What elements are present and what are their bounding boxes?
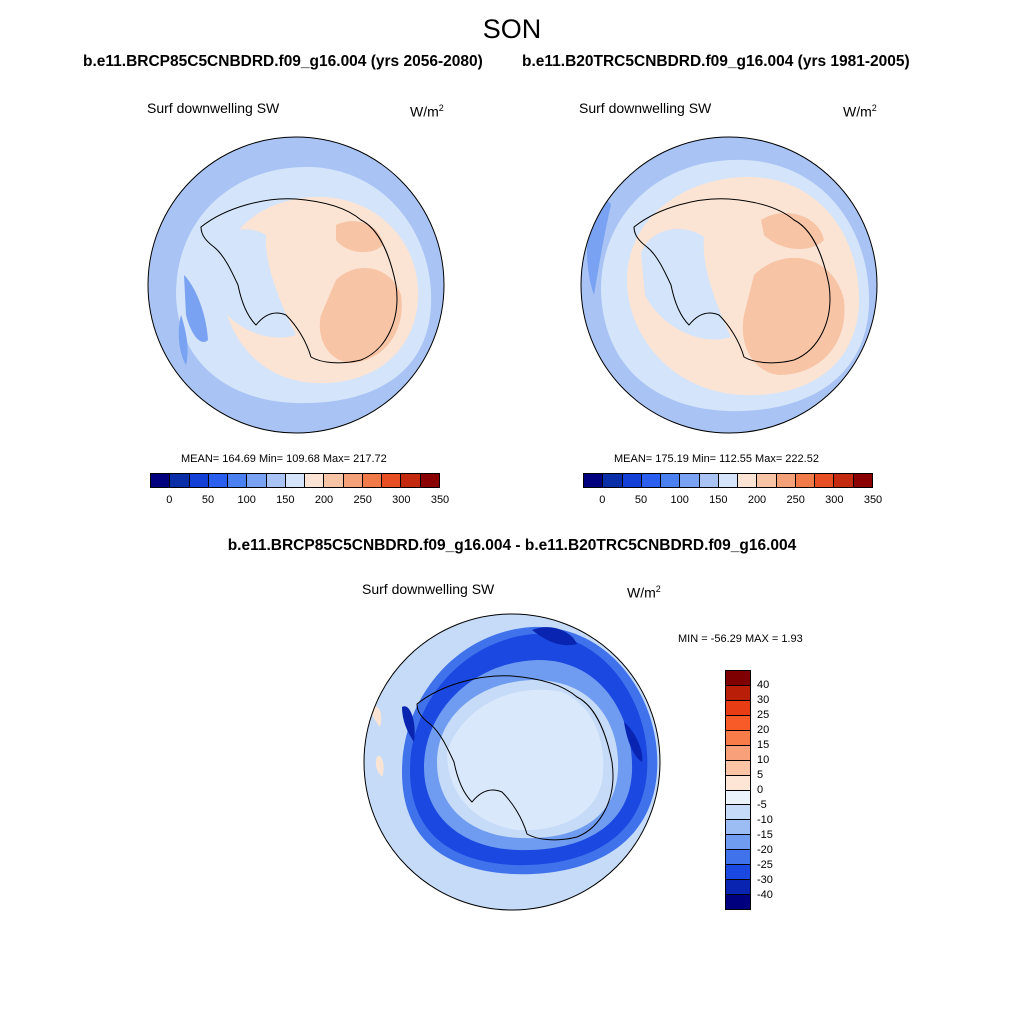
- panel2-colorbar-box: [815, 474, 835, 487]
- panel2-colorbar-box: [603, 474, 623, 487]
- panel1-colorbar-box: [189, 474, 209, 487]
- diff-colorbar-box: [726, 865, 750, 881]
- diff-colorbar-tick-label: 0: [757, 784, 764, 796]
- diff-colorbar-tick-label: 5: [757, 769, 764, 781]
- panel1-variable-label: Surf downwelling SW: [147, 100, 280, 116]
- polar-map-historical: [580, 136, 878, 434]
- panel2-colorbar-box: [718, 474, 739, 487]
- panel1-colorbar: [150, 473, 440, 488]
- diff-title: b.e11.BRCP85C5CNBDRD.f09_g16.004 - b.e11…: [227, 537, 797, 554]
- panel2-colorbar: [583, 473, 873, 488]
- panel1-colorbar-box: [401, 474, 421, 487]
- panel2-colorbar-tick-label: 50: [634, 494, 648, 506]
- panel1-colorbar-box: [285, 474, 306, 487]
- panel1-colorbar-box: [362, 474, 383, 487]
- panel2-colorbar-tick-label: 100: [670, 494, 689, 506]
- diff-colorbar-box: [726, 790, 750, 806]
- panel1-colorbar-box: [170, 474, 190, 487]
- panel2-colorbar-box: [853, 474, 872, 487]
- diff-colorbar-tick-label: -15: [757, 829, 773, 841]
- panel1-colorbar-box: [420, 474, 439, 487]
- panel2-colorbar-box: [795, 474, 816, 487]
- diff-colorbar-tick-label: 10: [757, 754, 770, 766]
- diff-colorbar-box: [726, 685, 750, 701]
- panel2-colorbar-tick-label: 350: [863, 494, 883, 506]
- panel2-case-title: b.e11.B20TRC5CNBDRD.f09_g16.004 (yrs 198…: [522, 53, 910, 70]
- diff-colorbar-tick-label: 20: [757, 724, 770, 736]
- panel1-colorbar-box: [208, 474, 229, 487]
- panel1-colorbar-box: [266, 474, 286, 487]
- diff-colorbar-box: [726, 715, 750, 731]
- diff-colorbar-tick-label: -40: [757, 889, 773, 901]
- panel1-units: W/m2: [410, 103, 444, 120]
- panel2-colorbar-box: [776, 474, 796, 487]
- panel2-colorbar-box: [661, 474, 681, 487]
- panel2-colorbar-ticks: 0 50 100 150 200 250 300 350: [583, 494, 882, 508]
- panel1-colorbar-box: [305, 474, 325, 487]
- panel2-stats: MEAN= 175.19 Min= 112.55 Max= 222.52: [614, 453, 819, 465]
- panel2-colorbar-box: [699, 474, 719, 487]
- diff-colorbar-tick-label: -10: [757, 814, 773, 826]
- panel1-stats: MEAN= 164.69 Min= 109.68 Max= 217.72: [181, 453, 387, 465]
- panel1-colorbar-box: [151, 474, 171, 487]
- panel2-colorbar-box: [757, 474, 777, 487]
- diff-colorbar-tick-label: 15: [757, 739, 770, 751]
- panel1-colorbar-tick-label: 350: [430, 494, 450, 506]
- panel1-colorbar-box: [228, 474, 248, 487]
- diff-colorbar-box: [726, 850, 750, 866]
- diff-colorbar-box: [726, 700, 750, 716]
- diff-colorbar-box: [726, 880, 750, 896]
- panel2-colorbar-box: [584, 474, 604, 487]
- panel2-colorbar-tick-label: 250: [786, 494, 805, 506]
- diff-colorbar-box: [726, 895, 750, 909]
- diff-colorbar-box: [726, 760, 750, 776]
- panel2-variable-label: Surf downwelling SW: [579, 100, 712, 116]
- panel2-colorbar-tick-label: 200: [747, 494, 767, 506]
- panel1-colorbar-box: [247, 474, 267, 487]
- panel1-colorbar-tick-label: 300: [392, 494, 411, 506]
- panel1-colorbar-tick-label: 50: [201, 494, 215, 506]
- diff-colorbar-box: [726, 775, 750, 791]
- diff-colorbar-tick-label: -20: [757, 844, 773, 856]
- diff-colorbar-box: [726, 671, 750, 686]
- panel1-colorbar-ticks: 0 50 100 150 200 250 300 350: [150, 494, 449, 508]
- panel2-colorbar-box: [738, 474, 758, 487]
- panel1-colorbar-tick-label: 0: [166, 494, 173, 506]
- panel2-colorbar-tick-label: 0: [599, 494, 606, 506]
- panel1-colorbar-tick-label: 250: [353, 494, 372, 506]
- diff-colorbar-tick-label: 30: [757, 694, 770, 706]
- diff-colorbar-tick-label: -5: [757, 799, 767, 811]
- panel2-colorbar-box: [622, 474, 642, 487]
- panel1-colorbar-box: [324, 474, 344, 487]
- diff-variable-label: Surf downwelling SW: [362, 581, 495, 597]
- diff-colorbar-ticks: 40 30 25 20 15 10 5 0 -5 -10 -15 -20 -25 -30 -40: [757, 670, 797, 910]
- panel2-units: W/m2: [843, 103, 877, 120]
- panel2-colorbar-box: [834, 474, 854, 487]
- panel1-colorbar-tick-label: 100: [237, 494, 256, 506]
- diff-colorbar-tick-label: 40: [757, 679, 770, 691]
- diff-stats: MIN = -56.29 MAX = 1.93: [678, 633, 803, 645]
- panel2-colorbar-tick-label: 300: [825, 494, 844, 506]
- diff-colorbar-box: [726, 835, 750, 851]
- diff-units: W/m2: [627, 584, 661, 601]
- panel2-colorbar-tick-label: 150: [709, 494, 728, 506]
- diff-colorbar-box: [726, 820, 750, 836]
- diff-colorbar-box: [726, 730, 750, 746]
- panel1-case-title: b.e11.BRCP85C5CNBDRD.f09_g16.004 (yrs 20…: [83, 53, 483, 70]
- season-title: SON: [482, 14, 542, 44]
- diff-colorbar: [725, 670, 751, 910]
- polar-map-difference: [363, 613, 661, 911]
- panel1-colorbar-box: [382, 474, 402, 487]
- polar-map-future: [147, 136, 445, 434]
- diff-colorbar-box: [726, 745, 750, 761]
- diff-colorbar-tick-label: -30: [757, 874, 773, 886]
- diff-colorbar-tick-label: 25: [757, 709, 770, 721]
- panel2-colorbar-box: [641, 474, 662, 487]
- diff-colorbar-tick-label: -25: [757, 859, 773, 871]
- panel1-colorbar-box: [343, 474, 363, 487]
- panel2-colorbar-box: [680, 474, 700, 487]
- panel1-colorbar-tick-label: 150: [276, 494, 295, 506]
- diff-colorbar-box: [726, 805, 750, 821]
- panel1-colorbar-tick-label: 200: [314, 494, 334, 506]
